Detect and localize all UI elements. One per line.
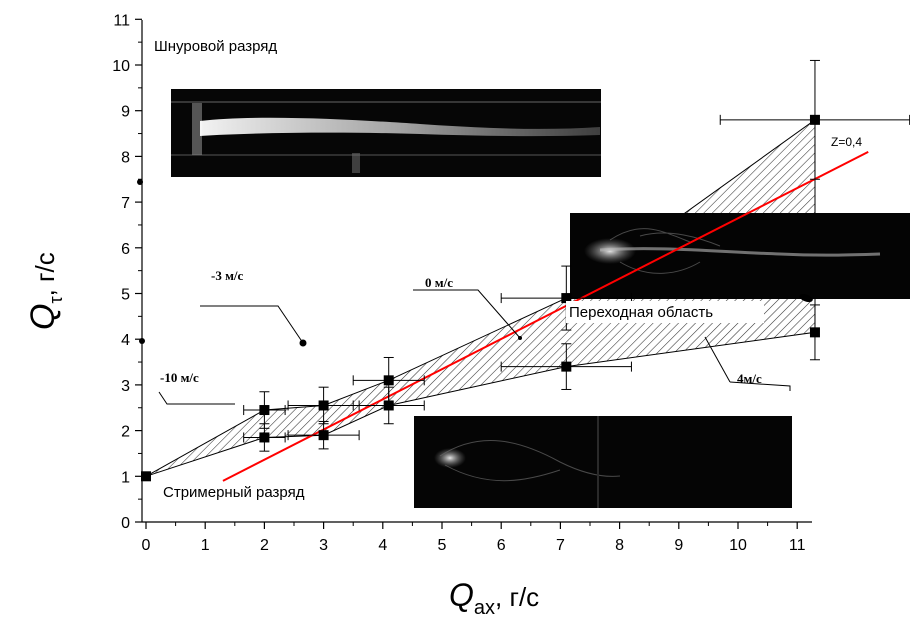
y-axis-label-main: Q bbox=[24, 304, 62, 330]
x-tick-label: 11 bbox=[789, 537, 806, 554]
leader-0 bbox=[413, 289, 521, 339]
velocity-0-label: 0 м/с bbox=[425, 275, 453, 290]
x-axis-label-sub: ax bbox=[474, 597, 495, 618]
data-point bbox=[561, 361, 572, 372]
y-axis-label-unit: , г/с bbox=[30, 252, 60, 296]
transition-discharge-photo bbox=[570, 213, 910, 299]
data-point bbox=[318, 400, 329, 411]
data-point bbox=[809, 327, 820, 338]
y-axis-label-sub: τ bbox=[46, 296, 66, 303]
y-tick-label: 5 bbox=[121, 287, 130, 304]
x-ticks: 0 1 2 3 4 5 6 7 8 9 10 11 bbox=[142, 522, 806, 554]
velocity-minus3-label: -3 м/с bbox=[211, 268, 244, 283]
data-point bbox=[141, 471, 151, 482]
transition-label-bg bbox=[566, 301, 764, 323]
x-tick-label: 9 bbox=[674, 537, 683, 554]
y-tick-label: 9 bbox=[121, 104, 130, 121]
marker-minus10 bbox=[139, 338, 145, 344]
x-tick-label: 2 bbox=[260, 537, 269, 554]
leader-4-upper bbox=[704, 336, 731, 383]
y-tick-label: 11 bbox=[113, 12, 130, 29]
data-point bbox=[259, 405, 270, 416]
x-tick-label: 6 bbox=[497, 537, 506, 554]
cord-label: Шнуровой разряд bbox=[154, 38, 277, 55]
cord-discharge-photo bbox=[171, 89, 601, 177]
y-axis-label: Qτ, г/с bbox=[24, 252, 66, 330]
x-tick-label: 3 bbox=[319, 537, 328, 554]
x-axis-label-main: Q bbox=[449, 577, 474, 613]
data-point bbox=[259, 432, 270, 443]
y-tick-label: 1 bbox=[121, 469, 130, 486]
data-points bbox=[141, 114, 820, 482]
y-tick-label: 7 bbox=[121, 195, 130, 212]
leader-4 bbox=[729, 381, 791, 391]
data-point bbox=[809, 114, 820, 125]
x-tick-label: 7 bbox=[556, 537, 565, 554]
x-tick-label: 4 bbox=[378, 537, 387, 554]
y-tick-label: 6 bbox=[121, 241, 130, 258]
y-tick-label: 8 bbox=[121, 149, 130, 166]
y-tick-label: 4 bbox=[121, 332, 130, 349]
transition-label: Переходная область bbox=[569, 304, 713, 321]
velocity-minus10-label: -10 м/с bbox=[160, 370, 199, 385]
streamer-discharge-photo bbox=[414, 416, 792, 508]
marker-side-right bbox=[799, 293, 813, 303]
leader-minus10 bbox=[158, 391, 235, 405]
leader-minus3 bbox=[200, 305, 304, 344]
data-point bbox=[318, 430, 329, 441]
x-tick-label: 10 bbox=[729, 537, 747, 554]
data-point bbox=[383, 375, 394, 386]
x-tick-label: 5 bbox=[438, 537, 447, 554]
y-ticks: 0 1 2 3 4 5 6 7 8 9 10 11 bbox=[112, 12, 142, 532]
velocity-4-label: 4м/с bbox=[737, 371, 762, 386]
data-point bbox=[561, 293, 572, 304]
marker-minus3 bbox=[299, 339, 307, 347]
y-tick-label: 10 bbox=[112, 58, 130, 75]
marker-0 bbox=[518, 336, 522, 340]
streamer-label: Стримерный разряд bbox=[163, 484, 305, 501]
fit-line bbox=[222, 150, 869, 482]
x-tick-label: 1 bbox=[201, 537, 210, 554]
y-tick-label: 0 bbox=[121, 515, 130, 532]
y-tick-label: 3 bbox=[121, 378, 130, 395]
y-tick-label: 2 bbox=[121, 424, 130, 441]
data-point bbox=[383, 400, 394, 411]
x-axis-label-unit: , г/с bbox=[495, 582, 539, 612]
annotation-leaders bbox=[158, 289, 791, 405]
x-tick-label: 0 bbox=[142, 537, 151, 554]
x-axis-label: Qax, г/с bbox=[449, 577, 539, 618]
z-label: Z=0,4 bbox=[831, 135, 862, 149]
x-tick-label: 8 bbox=[615, 537, 624, 554]
marker-side-left bbox=[137, 179, 143, 185]
